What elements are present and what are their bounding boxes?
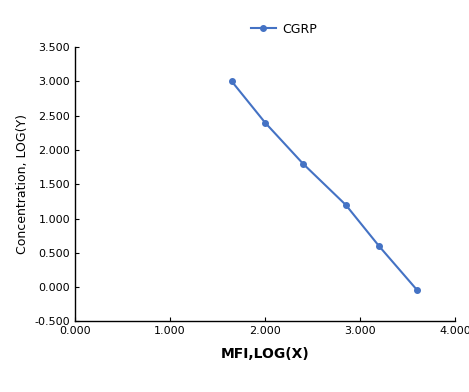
CGRP — [343, 202, 348, 207]
Y-axis label: Concentration, LOG(Y): Concentration, LOG(Y) — [16, 114, 29, 254]
Line: CGRP: CGRP — [229, 78, 420, 293]
CGRP — [300, 162, 306, 166]
CGRP — [262, 120, 268, 125]
Legend: CGRP: CGRP — [246, 18, 322, 41]
CGRP — [229, 79, 234, 84]
X-axis label: MFI,LOG(X): MFI,LOG(X) — [220, 347, 310, 361]
CGRP — [376, 243, 382, 249]
CGRP — [414, 288, 420, 292]
